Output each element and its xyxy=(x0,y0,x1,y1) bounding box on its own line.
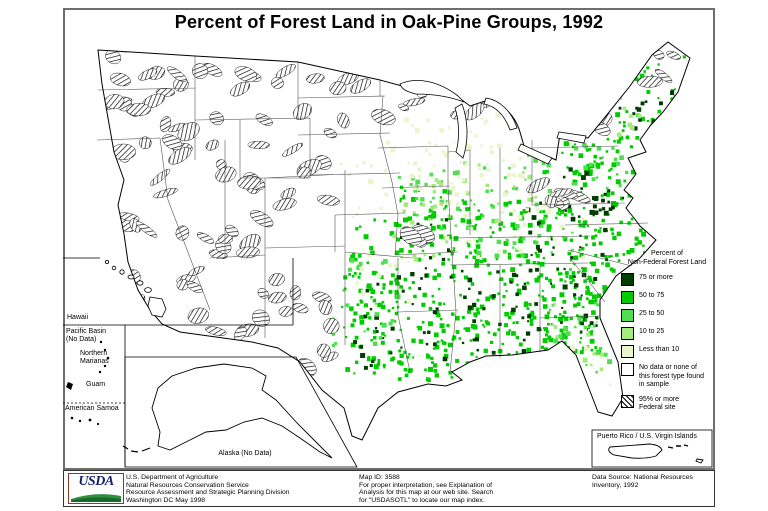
note-line: For proper interpretation, see Explanati… xyxy=(359,481,492,489)
alaska-label: Alaska (No Data) xyxy=(218,450,272,457)
legend-swatch-federal-hatch xyxy=(621,394,634,408)
great-lakes xyxy=(399,80,587,165)
note-line: Analysis for this map at our web site. S… xyxy=(359,489,494,497)
puerto-rico-islands xyxy=(608,443,704,464)
legend-item: Less than 10 xyxy=(621,345,713,358)
agency-line: Natural Resources Conservation Service xyxy=(126,481,249,489)
legend-swatch-50-75 xyxy=(621,291,634,304)
legend-label: Less than 10 xyxy=(639,346,680,353)
puerto-rico-label: Puerto Rico / U.S. Virgin Islands xyxy=(597,433,697,440)
legend-swatch-less-than-10 xyxy=(621,345,634,358)
legend-label: 25 to 50 xyxy=(639,310,665,317)
legend-swatch-no-data xyxy=(621,363,634,376)
footer-data-source: Data Source: National Resources Inventor… xyxy=(592,474,693,489)
legend-label: No data or none of this forest type foun… xyxy=(639,364,704,388)
legend-title: Percent of Non-Federal Forest Land xyxy=(621,250,713,267)
hawaii-label: Hawaii xyxy=(67,314,89,321)
usda-logo-swoosh xyxy=(71,494,121,502)
legend-item: 75 or more xyxy=(621,273,713,286)
agency-line: U.S. Department of Agriculture xyxy=(126,474,219,481)
northern-marianas-label: Northern Marianas xyxy=(80,350,109,365)
legend-label: 95% or more Federal site xyxy=(639,395,680,412)
legend-label: 50 to 75 xyxy=(639,292,665,299)
pacific-basin-label: Pacific Basin (No Data) xyxy=(66,328,107,343)
map-id: Map ID: 3588 xyxy=(359,474,400,481)
american-samoa-label: American Samoa xyxy=(65,405,119,412)
legend-item: 95% or more Federal site xyxy=(621,394,713,413)
legend-label: 75 or more xyxy=(639,274,673,281)
legend-title-line1: Percent of xyxy=(651,250,683,257)
footer-bar: USDA U.S. Department of Agriculture Natu… xyxy=(63,470,715,507)
alaska-outline xyxy=(122,363,333,459)
note-line: for "USDASOTL" to locate our map index. xyxy=(359,496,485,504)
map-legend: Percent of Non-Federal Forest Land 75 or… xyxy=(621,250,713,418)
state-boundaries xyxy=(96,56,649,373)
legend-label: 10 to 25 xyxy=(639,328,665,335)
legend-item: No data or none of this forest type foun… xyxy=(621,363,713,390)
map-title: Percent of Forest Land in Oak-Pine Group… xyxy=(174,12,604,32)
marianas-guam-samoa-islands xyxy=(66,340,110,426)
legend-swatch-25-50 xyxy=(621,309,634,322)
footer-agency-block: U.S. Department of Agriculture Natural R… xyxy=(126,474,351,504)
usda-logo: USDA xyxy=(68,473,124,504)
hawaii-islands xyxy=(105,259,167,318)
federal-land-hatch-areas xyxy=(98,42,681,377)
legend-item: 10 to 25 xyxy=(621,327,713,340)
legend-swatch-10-25 xyxy=(621,327,634,340)
legend-swatch-75-or-more xyxy=(621,273,634,286)
usda-logo-text: USDA xyxy=(78,474,114,489)
guam-label: Guam xyxy=(86,381,106,388)
agency-line: Washington DC May 1998 xyxy=(126,496,206,504)
legend-item: 25 to 50 xyxy=(621,309,713,322)
legend-title-line2: Non-Federal Forest Land xyxy=(627,258,707,266)
legend-item: 50 to 75 xyxy=(621,291,713,304)
footer-note-block: Map ID: 3588 For proper interpretation, … xyxy=(359,474,574,504)
agency-line: Resource Assessment and Strategic Planni… xyxy=(126,489,290,497)
